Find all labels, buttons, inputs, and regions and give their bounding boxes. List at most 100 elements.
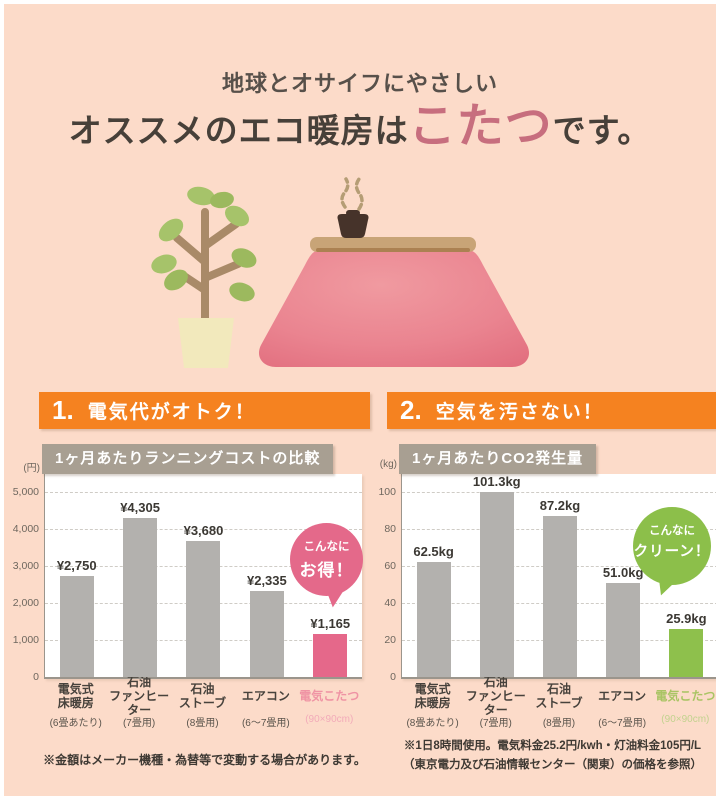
plot-area: こんなに クリーン！ 62.5kg 101.3kg 87.2kg 51.0kg 25.9… xyxy=(401,474,716,679)
bar xyxy=(542,516,577,677)
category-note: (90×90cm) xyxy=(661,714,710,725)
x-axis-label: 電気こたつ (90×90cm) xyxy=(654,682,716,729)
category-note: (8畳用) xyxy=(186,718,219,729)
section-heading: 電気代がオトク！ xyxy=(87,402,256,423)
y-tick-label: 0 xyxy=(390,671,396,683)
section-heading: 空気を汚さない！ xyxy=(435,402,604,423)
badge-line-2: クリーン！ xyxy=(633,544,711,560)
gridline xyxy=(45,529,362,531)
bar-value-label: ¥3,680 xyxy=(183,523,224,539)
x-axis-label: 石油 ストーブ (8畳用) xyxy=(171,682,234,729)
bars-row: 62.5kg 101.3kg 87.2kg 51.0kg 25.9kg xyxy=(402,474,716,677)
category-note: (6～7畳用) xyxy=(241,718,290,729)
y-axis: 0 20 40 60 80 100 xyxy=(361,474,399,683)
x-axis-label: エアコン (6～7畳用) xyxy=(591,682,654,729)
y-axis-unit: (kg) xyxy=(379,459,397,470)
bar xyxy=(313,634,348,677)
x-axis-label: 電気式 床暖房 (8畳あたり) xyxy=(401,682,464,729)
gridline xyxy=(45,492,362,494)
bar-column: ¥2,750 xyxy=(45,474,108,677)
x-axis-labels: 電気式 床暖房 (8畳あたり) 石油 ファンヒーター (7畳用) 石油 ストーブ (8畳用… xyxy=(401,675,716,729)
section-co2: 2. 空気を汚さない！ (kg) 1ヶ月あたりCO2発生量 こんなに クリーン！… xyxy=(378,392,716,792)
section-1-banner: 1. 電気代がオトク！ xyxy=(39,392,370,429)
page-title: オススメのエコ暖房はこたつです。 xyxy=(4,98,716,160)
bar-value-label: 101.3kg xyxy=(472,474,521,489)
y-tick-label: 40 xyxy=(384,597,396,610)
plot-area: こんなに お得！ ¥2,750 ¥4,305 ¥3,680 ¥2,335 ¥1,165 xyxy=(44,474,363,679)
category-note: (7畳用) xyxy=(122,718,156,729)
x-axis-labels: 電気式 床暖房 (6畳あたり) 石油 ファンヒーター (7畳用) 石油 ストーブ (8畳用… xyxy=(44,675,361,729)
y-tick-label: 5,000 xyxy=(12,486,39,499)
bar-value-label: 62.5kg xyxy=(413,543,454,559)
category-name: 電気こたつ xyxy=(655,689,716,704)
footnote-line-1: ※1日8時間使用。電気料金25.2円/kwh・灯油料金105円/L xyxy=(403,740,702,752)
category-note: (8畳用) xyxy=(542,718,576,729)
bar-value-label: 87.2kg xyxy=(539,498,581,514)
y-tick-label: 100 xyxy=(378,486,396,499)
title-prefix: オススメのエコ暖房は xyxy=(68,111,409,150)
chart-title: 1ヶ月あたりランニングコストの比較 xyxy=(42,444,334,474)
plant-icon xyxy=(151,186,257,368)
chart-title: 1ヶ月あたりCO2発生量 xyxy=(399,444,597,474)
bar xyxy=(479,492,514,677)
bar-column: ¥2,335 xyxy=(235,474,298,677)
bar-value-label: ¥2,335 xyxy=(246,572,287,588)
category-name: 電気こたつ xyxy=(299,689,360,704)
section-2-banner: 2. 空気を汚さない！ xyxy=(387,392,716,429)
bar-value-label: ¥2,750 xyxy=(56,557,97,573)
category-name: 電気式 床暖房 xyxy=(414,682,451,710)
bar-column: 25.9kg xyxy=(655,474,716,677)
bar-column: ¥4,305 xyxy=(108,474,171,677)
bar xyxy=(123,518,158,677)
teapot-icon xyxy=(337,210,369,238)
bar xyxy=(186,541,221,677)
bar-value-label: ¥4,305 xyxy=(120,500,160,516)
y-tick-label: 0 xyxy=(33,671,39,683)
footnote: ※金額はメーカー機種・為替等で変動する場合があります。 xyxy=(43,753,366,767)
y-tick-label: 20 xyxy=(384,634,396,647)
category-name: 石油 ストーブ xyxy=(535,682,583,710)
y-tick-label: 3,000 xyxy=(12,560,39,573)
bar xyxy=(416,561,451,677)
y-tick-label: 2,000 xyxy=(12,597,39,610)
footnote-line-2: （東京電力及び石油情報センター（関東）の価格を参照） xyxy=(403,759,702,771)
y-tick-label: 4,000 xyxy=(12,523,39,536)
badge-line-1: こんなに xyxy=(303,541,350,553)
section-number: 2. xyxy=(400,395,422,425)
title-suffix: です。 xyxy=(552,111,652,150)
category-name: 石油 ファンヒーター xyxy=(465,675,526,717)
y-tick-label: 1,000 xyxy=(12,634,39,647)
bar-value-label: 51.0kg xyxy=(602,564,644,580)
category-name: 石油 ストーブ xyxy=(178,682,227,710)
x-axis-label: 石油 ファンヒーター (7畳用) xyxy=(107,675,170,729)
bar-column: 87.2kg xyxy=(528,474,591,677)
category-name: エアコン xyxy=(598,689,647,704)
bar-column: ¥1,165 xyxy=(299,474,362,677)
section-cost: 1. 電気代がオトク！ (円) 1ヶ月あたりランニングコストの比較 こんなに お… xyxy=(13,392,370,792)
category-name: 電気式 床暖房 xyxy=(57,682,94,710)
bar-column: 101.3kg xyxy=(465,474,528,677)
bar xyxy=(59,575,94,677)
category-note: (8畳あたり) xyxy=(406,718,459,729)
kotatsu-blanket xyxy=(258,250,530,367)
x-axis-label: 石油 ファンヒーター (7畳用) xyxy=(464,675,527,729)
y-tick-label: 60 xyxy=(384,560,396,573)
category-name: 石油 ファンヒーター xyxy=(109,675,170,717)
bar xyxy=(249,590,284,677)
badge-line-1: こんなに xyxy=(649,525,695,537)
kotatsu-icon xyxy=(258,177,530,367)
highlight-badge: こんなに クリーン！ xyxy=(633,507,711,585)
plant-pot xyxy=(178,318,234,368)
x-axis-label: 石油 ストーブ (8畳用) xyxy=(527,682,590,729)
bar xyxy=(669,629,704,677)
category-note: (90×90cm) xyxy=(305,714,354,725)
bar-column: 62.5kg xyxy=(402,474,465,677)
bar-column: 51.0kg xyxy=(592,474,655,677)
bar-value-label: 25.9kg xyxy=(666,611,707,627)
category-note: (7畳用) xyxy=(479,718,512,729)
kotatsu-illustration xyxy=(151,177,530,368)
bar-column: ¥3,680 xyxy=(172,474,235,677)
category-name: エアコン xyxy=(241,689,290,704)
y-tick-label: 80 xyxy=(384,523,396,536)
